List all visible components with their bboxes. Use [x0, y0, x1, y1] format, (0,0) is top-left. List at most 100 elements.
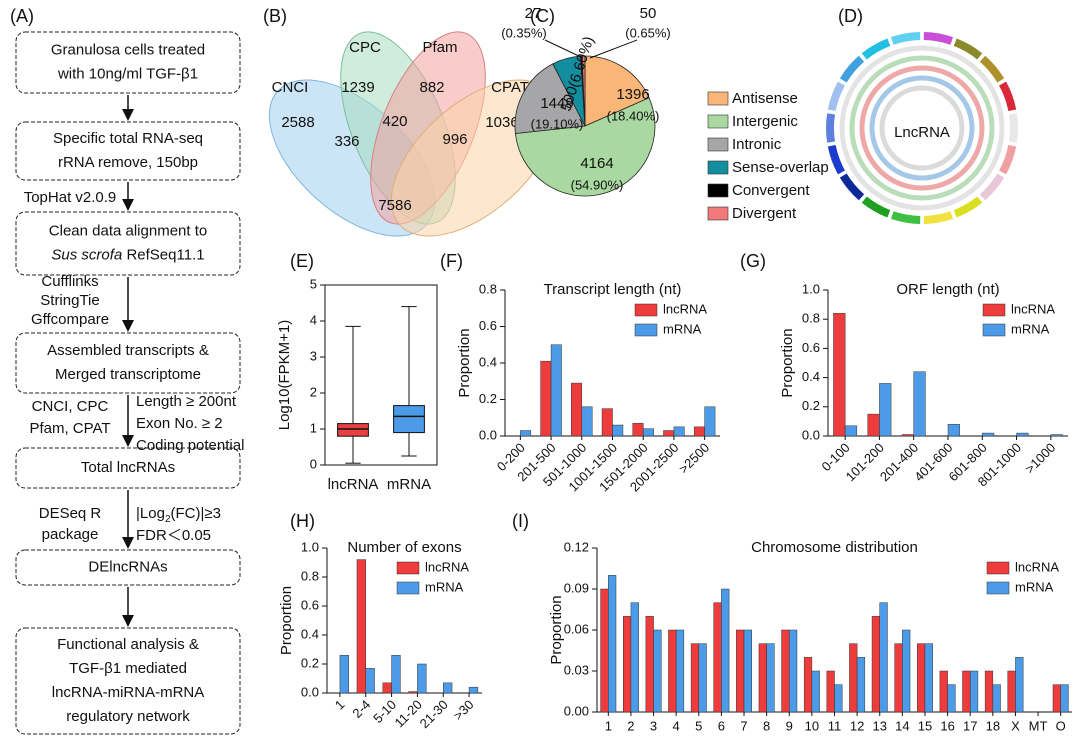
x-tick-label: 16	[940, 718, 954, 733]
circos-segment	[839, 55, 865, 83]
bar	[1007, 670, 1016, 713]
panel-label: (F)	[440, 251, 463, 271]
circos-ring	[869, 75, 975, 181]
bar	[339, 655, 349, 694]
bar	[867, 413, 880, 437]
bar	[1050, 434, 1063, 437]
pie-percent-label: (19.10%)	[531, 116, 584, 131]
circos-ring	[859, 65, 985, 191]
bar	[962, 670, 971, 713]
circos-plot: LncRNA	[825, 32, 1018, 224]
venn-count: 2588	[281, 114, 314, 131]
y-tick-label: 0.12	[564, 539, 589, 554]
bar	[601, 408, 613, 437]
panel-label: (G)	[740, 251, 766, 271]
bar	[675, 629, 685, 713]
bar	[540, 360, 552, 437]
legend-swatch	[986, 561, 1010, 575]
bar	[781, 629, 790, 713]
tool-label: Gffcompare	[31, 311, 109, 328]
x-tick-label: 5	[695, 718, 702, 733]
venn-set-label: CPC	[349, 39, 381, 56]
pie-slice	[581, 55, 586, 127]
flow-step-text: Assembled transcripts &	[47, 342, 209, 359]
legend-label: Convergent	[732, 182, 810, 199]
y-tick-label: 0.0	[802, 427, 820, 442]
circos-segment	[999, 145, 1017, 175]
circos-segment	[953, 196, 983, 218]
x-tick-label: 12	[850, 718, 864, 733]
legend-label: lncRNA	[663, 301, 707, 316]
panel-label: (A)	[10, 6, 34, 26]
legend-label: Sense-overlap	[732, 159, 829, 176]
bar	[947, 684, 956, 713]
bar	[833, 313, 846, 437]
legend-swatch	[707, 91, 729, 106]
bar	[913, 371, 926, 437]
circos-segment	[890, 32, 921, 45]
circos-segment	[953, 38, 983, 60]
bar	[417, 663, 427, 694]
flow-box	[15, 332, 241, 394]
pie-percent-label: (0.35%)	[501, 25, 547, 40]
text-part: (FC)|≥3	[171, 505, 221, 522]
circos-segment	[827, 145, 845, 175]
circos-ring	[849, 55, 995, 201]
x-tick-label: 11-20	[392, 697, 425, 730]
pie-percent-label: (0.65%)	[625, 25, 671, 40]
y-tick-label: 0.8	[301, 568, 319, 583]
flow-box	[15, 447, 241, 489]
y-tick-label: 1.0	[301, 539, 319, 554]
legend-swatch	[707, 206, 729, 221]
chart-title: Number of exons	[347, 539, 461, 556]
chart-title: Transcript length (nt)	[544, 281, 682, 298]
flow-step-text: regulatory network	[66, 708, 190, 725]
bar	[673, 426, 685, 437]
pie-value: 500	[557, 84, 581, 113]
circos-segment	[861, 196, 891, 218]
y-tick-label: 0.2	[301, 655, 319, 670]
flow-step-text: Total lncRNAs	[81, 459, 175, 476]
legend-label: lncRNA	[1015, 559, 1059, 574]
venn-set-label: CPAT	[491, 79, 529, 96]
circos-segment	[979, 173, 1005, 201]
bar	[1015, 657, 1024, 713]
bar	[704, 406, 716, 437]
flow-step-text: Specific total RNA-seq	[53, 130, 203, 147]
y-tick-label: 1.0	[802, 281, 820, 296]
circos-segment	[825, 113, 836, 143]
legend-label: Divergent	[732, 205, 797, 222]
panel-label: (H)	[290, 511, 315, 531]
y-axis-label: Log10(FPKM+1)	[276, 320, 293, 430]
flow-step-text: DElncRNAs	[88, 558, 167, 575]
bar	[668, 629, 677, 713]
bar	[382, 682, 392, 694]
x-tick-label: 6	[718, 718, 725, 733]
box	[337, 423, 369, 437]
legend-swatch	[634, 303, 658, 317]
flow-box	[15, 121, 241, 181]
x-tick-label: MT	[1029, 718, 1048, 733]
bar	[550, 344, 562, 437]
x-tick-label: 1	[605, 718, 612, 733]
circos-label: LncRNA	[894, 124, 950, 141]
x-tick-label: 1	[332, 697, 348, 713]
tool-label: package	[42, 526, 99, 543]
bar	[612, 424, 624, 437]
y-tick-label: 0.4	[479, 354, 497, 369]
text-italic: Sus scrofa	[51, 246, 122, 263]
bar	[982, 432, 995, 437]
y-tick-label: 5	[310, 276, 317, 291]
bar	[901, 434, 914, 437]
bar	[984, 670, 994, 713]
pie-slice	[514, 63, 586, 134]
flow-step-text: Granulosa cells treated	[51, 41, 205, 58]
bar	[879, 383, 892, 437]
y-tick-label: 0.8	[802, 311, 820, 326]
flow-step-text: Merged transcriptome	[55, 366, 201, 383]
leader-line	[544, 39, 584, 59]
bar	[766, 643, 775, 713]
bar	[663, 430, 675, 437]
circos-segment	[839, 173, 865, 201]
y-tick-label: 0	[310, 456, 317, 471]
